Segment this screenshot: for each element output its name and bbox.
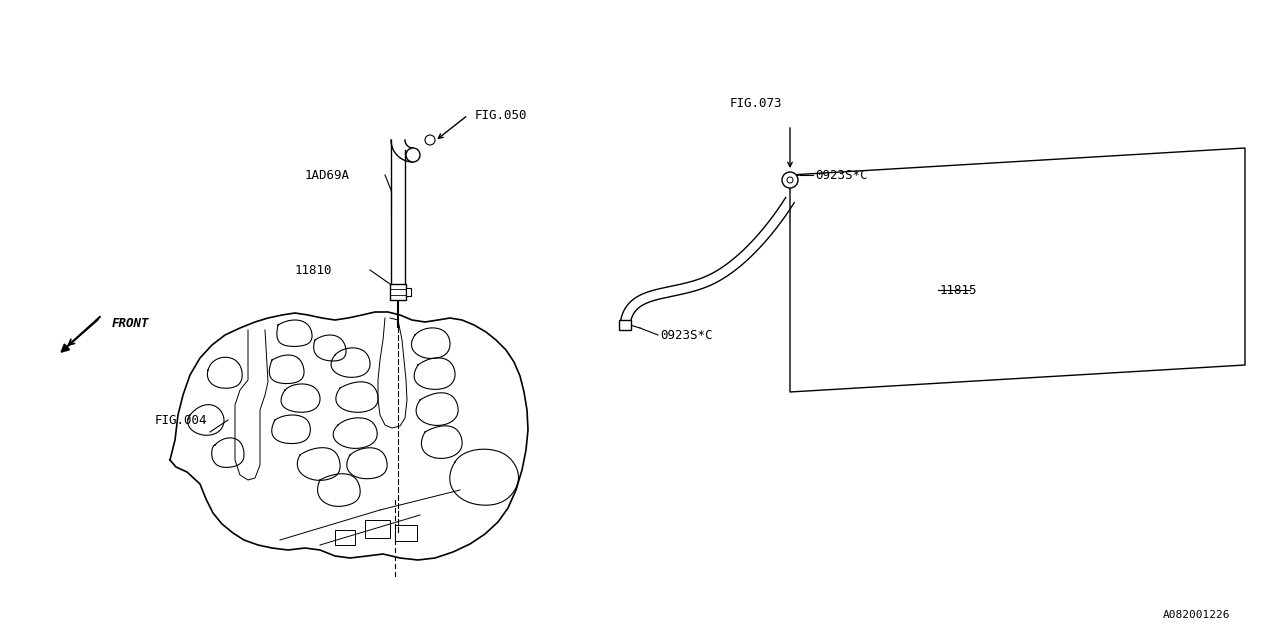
Polygon shape (170, 312, 529, 560)
Text: 11815: 11815 (940, 284, 978, 296)
Text: FIG.050: FIG.050 (475, 109, 527, 122)
Bar (406, 288, 411, 296)
Bar (620, 320, 631, 330)
Text: 0923S*C: 0923S*C (660, 328, 713, 342)
Circle shape (782, 172, 797, 188)
Circle shape (787, 177, 794, 183)
Text: FRONT: FRONT (113, 317, 150, 330)
Text: FIG.073: FIG.073 (730, 97, 782, 109)
Bar (396, 525, 417, 541)
Bar (365, 520, 390, 538)
Text: 0923S*C: 0923S*C (815, 168, 868, 182)
Text: A082001226: A082001226 (1162, 610, 1230, 620)
Text: 1AD69A: 1AD69A (305, 168, 349, 182)
Circle shape (406, 148, 420, 162)
Bar (335, 530, 355, 545)
Text: FIG.004: FIG.004 (155, 413, 207, 426)
Bar (390, 284, 406, 300)
Text: 11810: 11810 (294, 264, 333, 276)
